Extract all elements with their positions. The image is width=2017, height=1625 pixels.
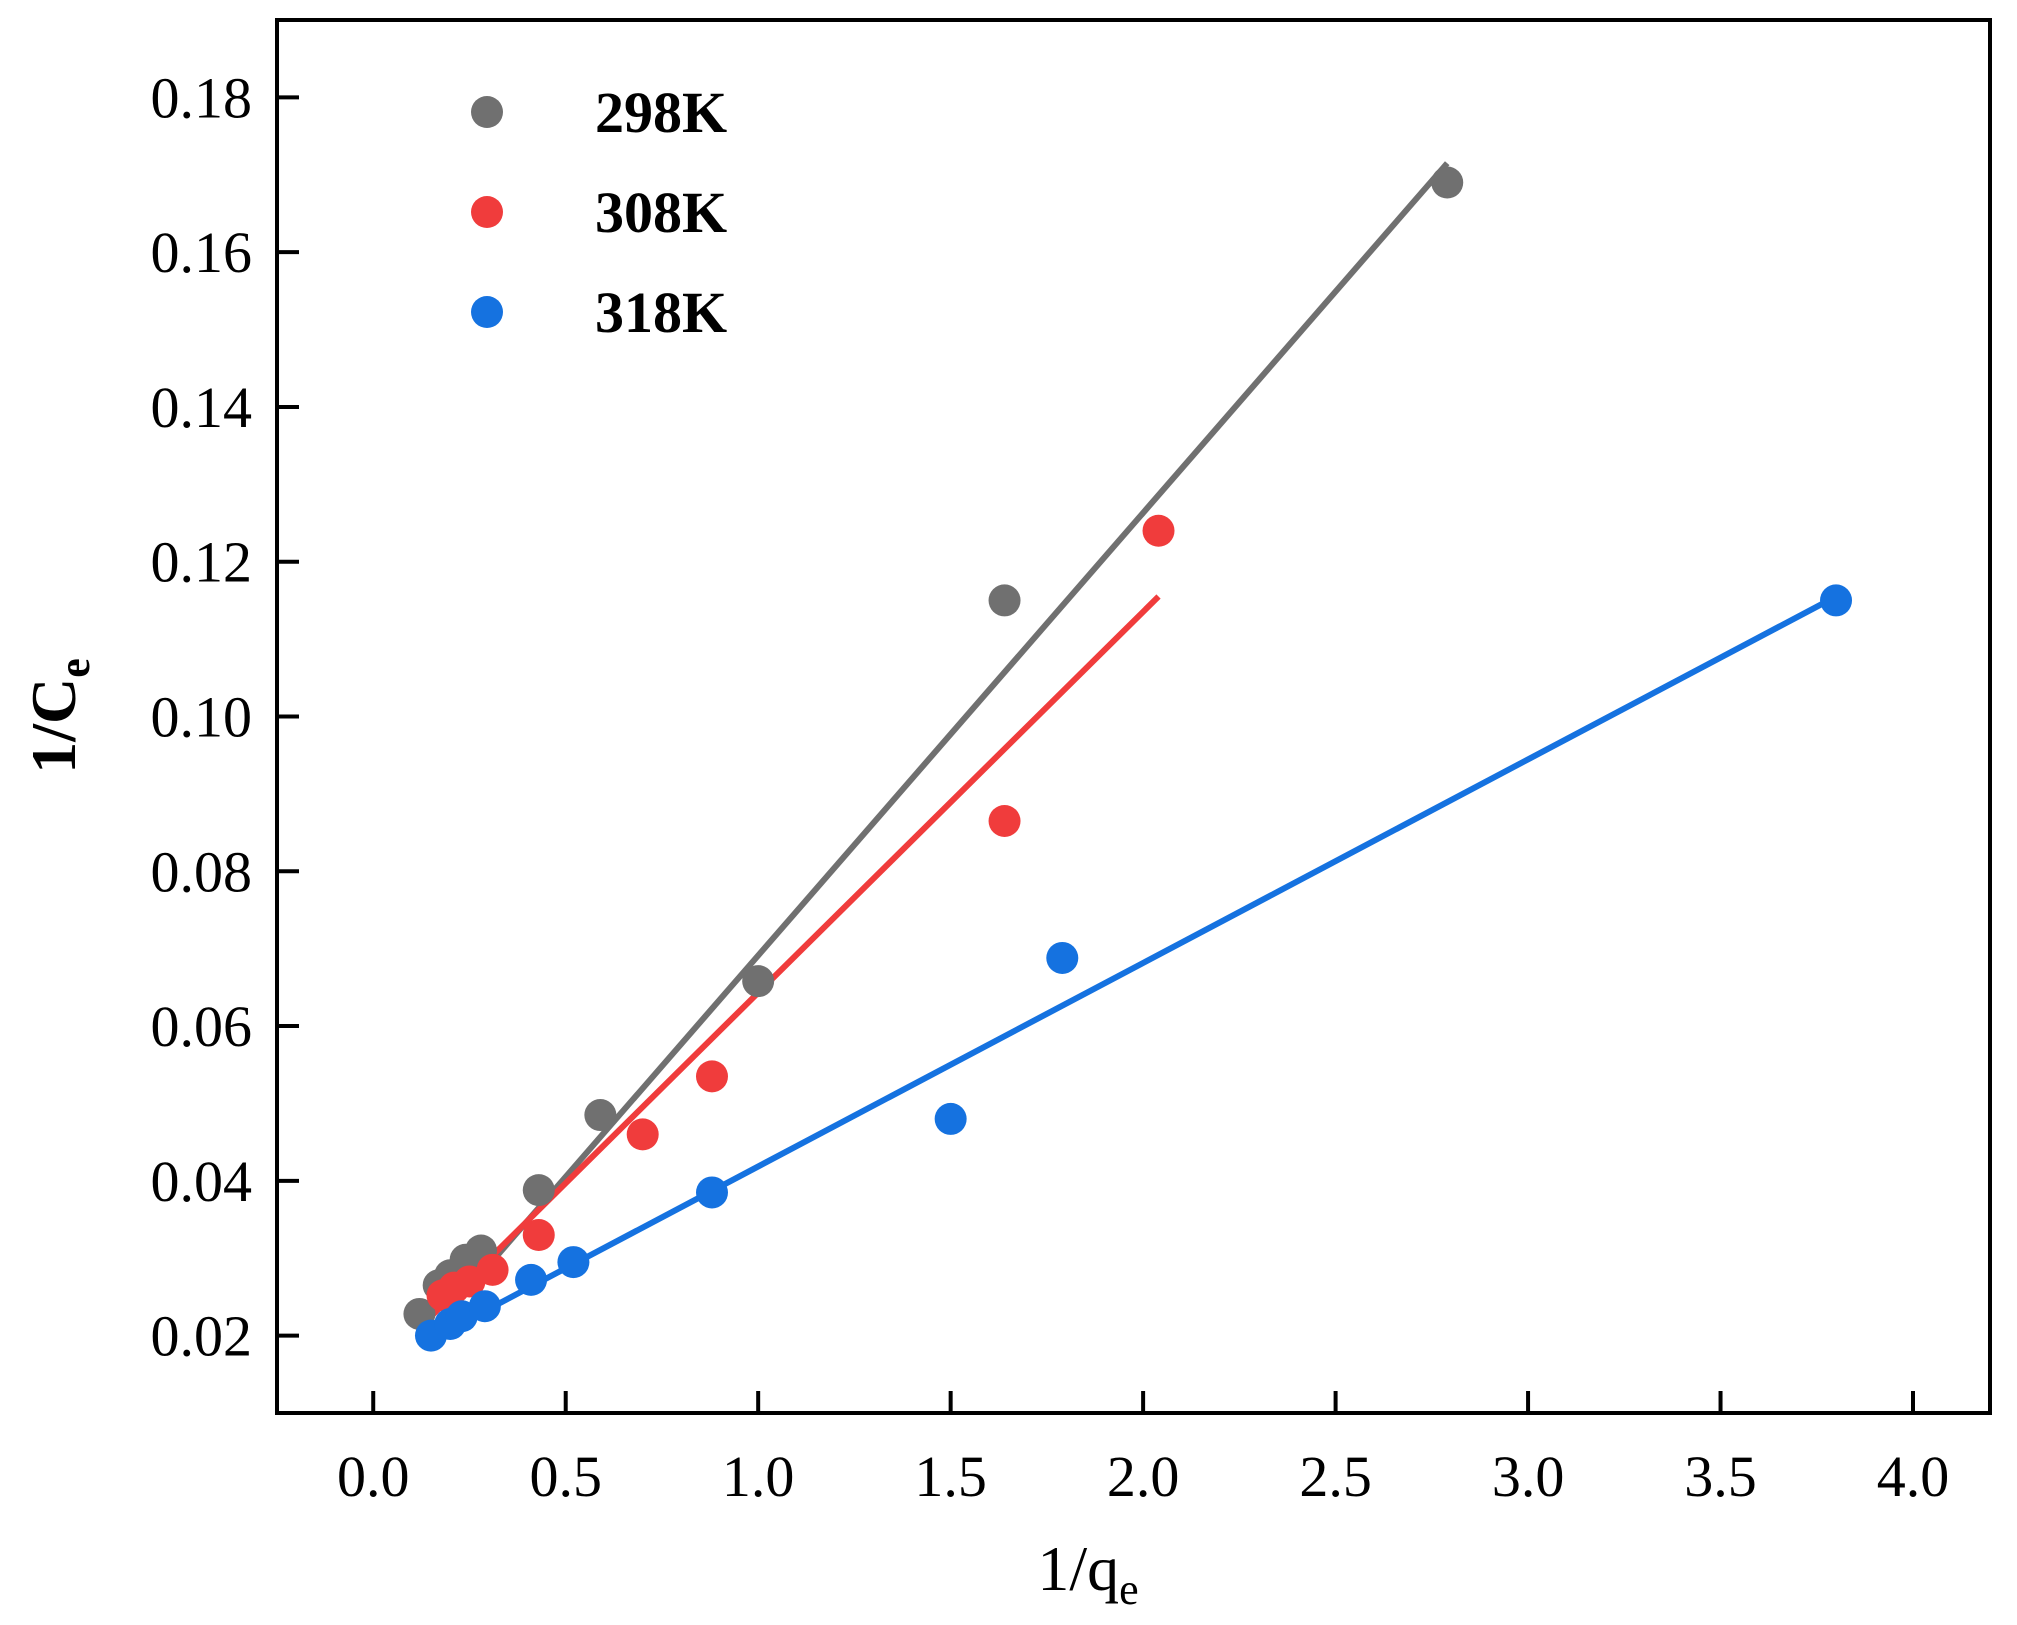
data-point-298k xyxy=(584,1099,617,1132)
x-tick-label: 2.5 xyxy=(1299,1444,1372,1509)
legend: 298K 308K 318K xyxy=(471,80,727,345)
fit-lines xyxy=(417,161,1838,1343)
legend-label-298k: 298K xyxy=(595,80,727,145)
data-point-318k xyxy=(1820,584,1853,617)
x-tick-label: 3.5 xyxy=(1684,1444,1757,1509)
y-tick-label: 0.18 xyxy=(151,65,253,130)
data-point-318k xyxy=(557,1246,590,1279)
x-tick-label: 0.5 xyxy=(529,1444,602,1509)
y-axis-ticks: 0.02 0.04 0.06 0.08 0.10 0.12 0.14 0.16 0.18 xyxy=(151,65,299,1369)
y-tick-label: 0.14 xyxy=(151,375,253,440)
data-point-298k xyxy=(988,584,1021,617)
data-point-308k xyxy=(988,804,1021,837)
x-axis-title-main: 1/q xyxy=(1037,1533,1119,1604)
y-tick-label: 0.12 xyxy=(151,530,253,595)
data-point-298k xyxy=(742,965,775,998)
x-tick-label: 1.0 xyxy=(722,1444,795,1509)
y-tick-label: 0.16 xyxy=(151,220,253,285)
data-point-298k xyxy=(522,1174,555,1207)
y-axis-title-subscript: e xyxy=(50,658,99,678)
y-tick-label: 0.08 xyxy=(151,839,253,904)
legend-label-318k: 318K xyxy=(595,280,727,345)
legend-label-308k: 308K xyxy=(595,180,727,245)
fit-line-318k xyxy=(429,593,1838,1343)
data-point-308k xyxy=(476,1253,509,1286)
data-point-318k xyxy=(468,1290,501,1323)
y-axis-title: 1/Ce xyxy=(18,658,99,774)
y-tick-label: 0.06 xyxy=(151,994,253,1059)
x-tick-label: 0.0 xyxy=(337,1444,410,1509)
data-points xyxy=(403,166,1853,1352)
legend-marker-308k xyxy=(471,196,503,228)
fit-line-298k xyxy=(428,161,1450,1334)
data-point-308k xyxy=(695,1060,728,1093)
x-tick-label: 3.0 xyxy=(1492,1444,1565,1509)
data-point-308k xyxy=(626,1118,659,1151)
data-point-318k xyxy=(934,1102,967,1135)
fit-line-308k xyxy=(417,594,1161,1331)
x-tick-label: 4.0 xyxy=(1877,1444,1950,1509)
x-axis-ticks: 0.0 0.5 1.0 1.5 2.0 2.5 3.0 3.5 4.0 xyxy=(337,1391,1949,1509)
y-tick-label: 0.02 xyxy=(151,1304,253,1369)
x-axis-title: 1/qe xyxy=(1037,1533,1138,1614)
data-point-308k xyxy=(1142,514,1175,547)
x-tick-label: 2.0 xyxy=(1107,1444,1180,1509)
data-point-318k xyxy=(1046,941,1079,974)
data-point-318k xyxy=(515,1263,548,1296)
y-axis-title-main: 1/C xyxy=(18,678,89,774)
y-tick-label: 0.10 xyxy=(151,685,253,750)
legend-marker-298k xyxy=(471,96,503,128)
data-point-318k xyxy=(695,1176,728,1209)
y-tick-label: 0.04 xyxy=(151,1149,253,1214)
legend-marker-318k xyxy=(471,296,503,328)
x-axis-title-subscript: e xyxy=(1119,1565,1139,1614)
data-point-308k xyxy=(522,1219,555,1252)
data-point-298k xyxy=(1431,166,1464,199)
x-tick-label: 1.5 xyxy=(914,1444,987,1509)
